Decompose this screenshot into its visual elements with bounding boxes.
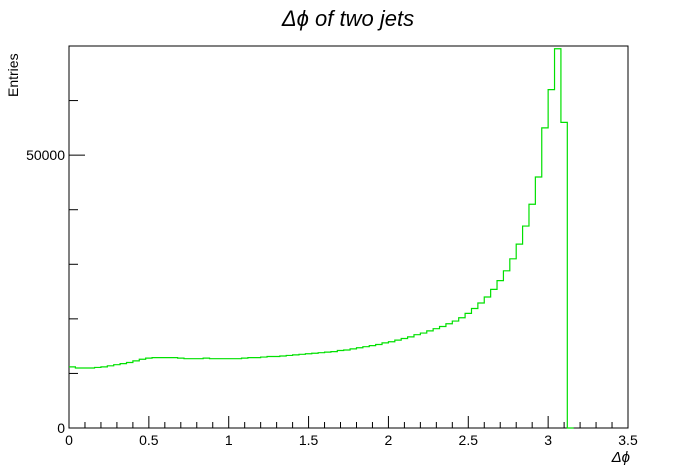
- y-tick-label: 50000: [26, 147, 65, 163]
- x-tick-label: 0: [65, 432, 73, 448]
- x-tick-label: 0.5: [139, 432, 159, 448]
- x-tick-labels: 0 0.5 1 1.5 2 2.5 3 3.5: [65, 432, 638, 448]
- x-tick-label: 2: [385, 432, 393, 448]
- y-axis-title: Entries: [5, 53, 21, 97]
- x-tick-label: 3.5: [618, 432, 638, 448]
- y-tick-label: 0: [57, 420, 65, 436]
- y-tick-labels: 0 50000: [26, 147, 65, 436]
- x-axis-title: Δϕ: [611, 449, 630, 466]
- x-tick-label: 3: [544, 432, 552, 448]
- chart-title: Δϕ of two jets: [281, 6, 414, 31]
- plot-frame: [68, 45, 629, 429]
- x-tick-label: 2.5: [459, 432, 479, 448]
- axis-ticks: [68, 45, 629, 429]
- x-tick-label: 1.5: [299, 432, 319, 448]
- histogram-series: [69, 48, 574, 429]
- x-tick-label: 1: [225, 432, 233, 448]
